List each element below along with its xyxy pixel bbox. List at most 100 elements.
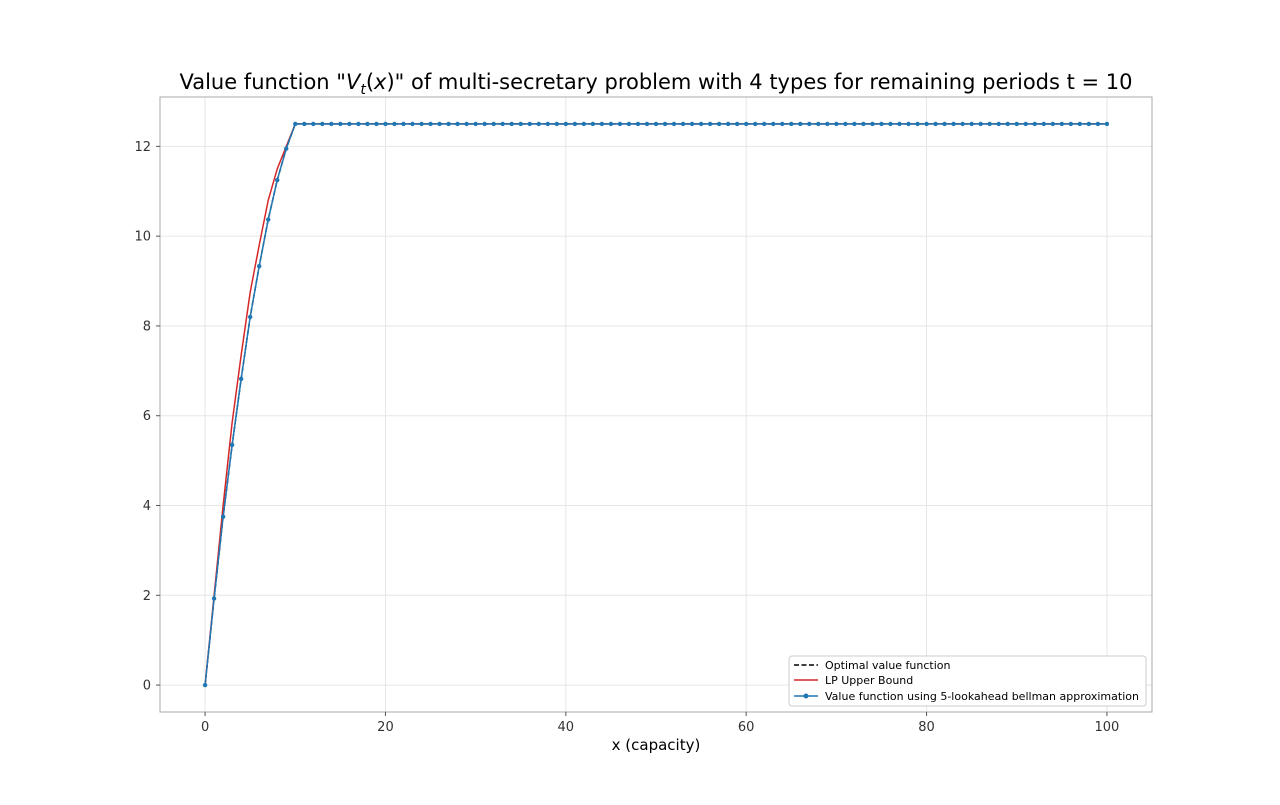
series-lookahead-point <box>861 121 866 127</box>
legend-label-lookahead: Value function using 5-lookahead bellman… <box>825 690 1139 703</box>
series-lookahead-point <box>1086 121 1092 127</box>
series-lookahead-point <box>446 121 451 127</box>
legend-box <box>788 655 1147 707</box>
series-lookahead-point <box>716 121 722 127</box>
series-lookahead-point <box>247 314 253 320</box>
series-lookahead-point <box>734 121 740 127</box>
title-prefix: Value function " <box>179 70 345 94</box>
series-lookahead-point <box>843 121 848 127</box>
series-lookahead-point <box>482 121 487 127</box>
y-tick-label: 4 <box>143 499 151 514</box>
title-math-close: ) <box>386 70 394 94</box>
y-tick-label: 2 <box>143 589 151 604</box>
legend: Optimal value function LP Upper Bound Va… <box>788 655 1147 707</box>
series-lookahead-point <box>816 121 821 127</box>
x-axis-label: x (capacity) <box>612 736 701 754</box>
series-lookahead-point <box>563 121 569 127</box>
series-lookahead-point <box>266 217 271 222</box>
grid <box>160 97 1152 712</box>
y-tick-label: 8 <box>143 319 151 334</box>
series-lookahead-point <box>743 121 749 127</box>
series-lookahead-point <box>329 121 334 127</box>
series-lookahead-point <box>500 121 505 127</box>
series-lookahead-point <box>753 121 758 127</box>
y-tick-label: 0 <box>143 679 151 694</box>
legend-label-lp: LP Upper Bound <box>825 674 913 687</box>
series-lookahead-point <box>689 121 695 127</box>
series-lookahead-point <box>825 121 830 127</box>
series-lookahead-point <box>1014 121 1019 127</box>
plot-frame <box>159 96 1153 713</box>
series-lookahead-point <box>798 121 803 127</box>
series-lookahead-point <box>626 121 632 127</box>
series-lookahead-point <box>572 121 578 127</box>
legend-label-optimal: Optimal value function <box>825 659 951 672</box>
series-lookahead-point <box>491 121 496 127</box>
series-lookahead-point <box>356 121 361 127</box>
series-lookahead-point <box>680 121 686 127</box>
series-lookahead-point <box>725 121 731 127</box>
series-lookahead-point <box>662 121 668 127</box>
y-tick-label: 10 <box>134 230 151 245</box>
series-lookahead-line <box>204 123 1107 686</box>
series-lookahead-point <box>311 121 316 127</box>
series-lookahead-point <box>897 121 902 127</box>
series-lookahead-point <box>536 121 541 127</box>
plot-series <box>202 121 1110 688</box>
series-lookahead-point <box>383 121 388 127</box>
series-lookahead-point <box>365 121 370 127</box>
series-lookahead-point <box>401 121 406 127</box>
series-lookahead-point <box>518 121 523 127</box>
series-lookahead-point <box>410 121 415 127</box>
series-lookahead-point <box>996 121 1001 127</box>
series-lookahead-point <box>545 121 550 127</box>
series-lookahead-point <box>698 121 704 127</box>
series-lookahead-point <box>608 121 614 127</box>
series-lookahead-point <box>284 146 289 151</box>
x-tick-label: 60 <box>738 720 755 735</box>
series-lookahead-point <box>599 121 605 127</box>
series-lookahead-point <box>834 121 839 127</box>
series-lookahead-point <box>924 121 929 127</box>
series-lookahead-point <box>374 121 379 127</box>
series-lookahead-point <box>302 121 307 127</box>
series-lookahead-point <box>1059 121 1065 127</box>
series-lookahead-point <box>960 121 965 127</box>
series-lookahead-point <box>202 682 208 688</box>
series-lookahead-point <box>473 121 478 127</box>
title-math-v: V <box>346 70 362 94</box>
series-lookahead-point <box>437 121 442 127</box>
x-tick-label: 100 <box>1094 720 1119 735</box>
series-lookahead-point <box>338 121 343 127</box>
series-lookahead-point <box>229 442 235 448</box>
series-lookahead-point <box>1068 121 1074 127</box>
x-tick-label: 40 <box>558 720 575 735</box>
series-lookahead-point <box>1023 121 1028 127</box>
x-tick-label: 20 <box>377 720 394 735</box>
series-lookahead-point <box>581 121 587 127</box>
series-lookahead-point <box>347 121 352 127</box>
series-lookahead-point <box>635 121 641 127</box>
series-lookahead-point <box>527 121 532 127</box>
series-lookahead-point <box>807 121 812 127</box>
series-lookahead-point <box>509 121 514 127</box>
series-lookahead-point <box>275 177 280 183</box>
series-lookahead-point <box>617 121 623 127</box>
series-lookahead-point <box>238 376 244 382</box>
title-suffix: " of multi-secretary problem with 4 type… <box>395 70 1133 94</box>
series-lookahead-point <box>933 121 938 127</box>
series-lookahead-point <box>590 121 596 127</box>
series-lookahead-point <box>978 121 983 127</box>
series-lookahead-point <box>771 121 776 127</box>
series-lp-line <box>204 123 1107 686</box>
title-math-var: x <box>373 70 387 94</box>
series-lookahead-point <box>419 121 424 127</box>
series-lookahead-point <box>428 121 433 127</box>
series-lookahead-point <box>464 121 469 127</box>
series-lookahead-point <box>1104 121 1110 127</box>
series-lookahead-point <box>780 121 785 127</box>
series-lookahead-point <box>942 121 947 127</box>
series-lookahead-point <box>554 121 559 127</box>
series-lookahead-point <box>789 121 794 127</box>
chart-title: Value function "Vt(x)" of multi-secretar… <box>179 70 1132 98</box>
